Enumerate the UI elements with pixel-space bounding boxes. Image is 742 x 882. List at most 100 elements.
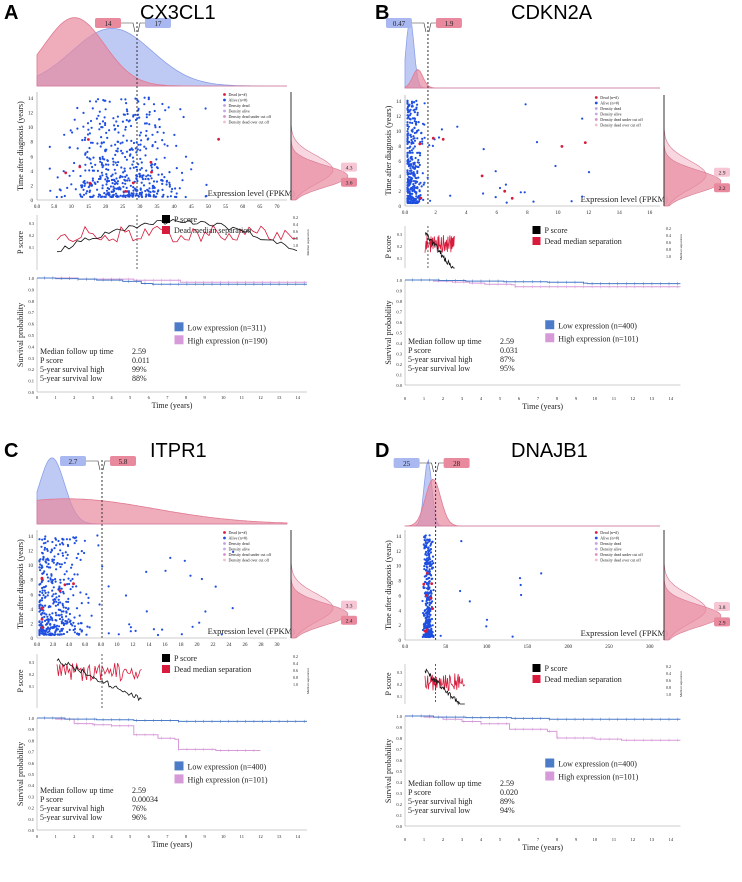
alive-point bbox=[53, 600, 56, 603]
p-tick: 0.2 bbox=[397, 682, 402, 687]
alive-point bbox=[424, 539, 427, 542]
alive-point bbox=[131, 163, 134, 166]
alive-point bbox=[432, 562, 435, 565]
p-right-tick: 0.6 bbox=[293, 229, 298, 234]
alive-point bbox=[135, 165, 138, 169]
alive-point bbox=[147, 178, 150, 181]
scatter-y-tick: 4 bbox=[399, 175, 402, 180]
alive-point bbox=[460, 540, 463, 543]
scatter-x-tick: 12 bbox=[131, 643, 137, 648]
km-legend-label: Low expression (n=400) bbox=[558, 321, 637, 330]
stat-label: 5-year survival high bbox=[408, 355, 472, 364]
alive-point bbox=[62, 632, 65, 636]
scatter-x-tick: 14 bbox=[617, 211, 623, 216]
alive-point bbox=[42, 633, 45, 636]
alive-point bbox=[57, 539, 60, 543]
alive-point bbox=[51, 595, 54, 598]
alive-point bbox=[50, 549, 54, 552]
scatter-x-tick: 20 bbox=[195, 643, 201, 648]
alive-point bbox=[429, 594, 432, 597]
alive-point bbox=[406, 117, 409, 120]
alive-point bbox=[124, 175, 127, 178]
alive-point bbox=[161, 182, 164, 185]
alive-point bbox=[122, 113, 125, 116]
alive-point bbox=[110, 178, 113, 182]
alive-point bbox=[103, 158, 106, 161]
scatter-x-tick: 10 bbox=[115, 643, 121, 648]
alive-point bbox=[109, 185, 112, 188]
alive-point bbox=[134, 629, 137, 632]
km-y-tick: 0.6 bbox=[396, 758, 402, 763]
alive-point bbox=[121, 152, 124, 155]
km-x-label: Time (years) bbox=[152, 840, 193, 849]
km-x-tick: 13 bbox=[650, 396, 655, 401]
alive-point bbox=[421, 142, 424, 145]
alive-point bbox=[128, 154, 131, 157]
alive-point bbox=[41, 611, 44, 615]
alive-point bbox=[145, 113, 148, 116]
alive-point bbox=[152, 195, 155, 198]
alive-point bbox=[95, 100, 98, 103]
km-x-tick: 1 bbox=[54, 834, 56, 839]
alive-point bbox=[55, 544, 58, 547]
alive-point bbox=[409, 108, 412, 111]
dead-point bbox=[150, 170, 153, 174]
alive-point bbox=[47, 618, 50, 621]
alive-point bbox=[84, 163, 87, 166]
alive-point bbox=[410, 163, 413, 166]
scatter-x-tick: 0.0 bbox=[34, 643, 41, 648]
alive-point bbox=[423, 558, 426, 561]
dead-point bbox=[149, 160, 153, 164]
km-y-tick: 0.8 bbox=[396, 299, 402, 304]
density-label-box bbox=[714, 183, 730, 193]
p-right-tick: 0.8 bbox=[293, 675, 298, 680]
alive-point bbox=[81, 139, 84, 142]
density-right: 4.3 3.6 bbox=[290, 92, 357, 201]
alive-point bbox=[137, 194, 140, 197]
density-label: 2.9 bbox=[719, 620, 726, 626]
alive-point bbox=[140, 192, 143, 195]
alive-point bbox=[69, 588, 72, 591]
alive-point bbox=[75, 607, 79, 610]
alive-point bbox=[54, 625, 57, 628]
km-legend-label: High expression (n=101) bbox=[188, 775, 268, 784]
alive-point bbox=[415, 123, 418, 126]
p-score-plot: P score 0.3 0.2 0.1 P score Dead median separ… bbox=[384, 226, 683, 269]
alive-point bbox=[112, 117, 115, 120]
stat-label: 5-year survival high bbox=[408, 797, 472, 806]
p-right-tick: 1.0 bbox=[666, 254, 671, 259]
alive-point bbox=[134, 194, 137, 197]
scatter-legend-label: Density dead under cut off bbox=[600, 552, 643, 557]
alive-point bbox=[69, 129, 72, 132]
dead-point bbox=[87, 138, 90, 141]
alive-point bbox=[82, 188, 85, 191]
alive-point bbox=[411, 185, 415, 188]
alive-point bbox=[175, 195, 178, 199]
alive-point bbox=[151, 133, 154, 136]
alive-point bbox=[204, 610, 207, 613]
alive-point bbox=[104, 122, 107, 125]
alive-point bbox=[214, 585, 217, 588]
alive-point bbox=[428, 629, 431, 632]
density-label-box bbox=[341, 615, 357, 625]
alive-point bbox=[79, 193, 82, 196]
dead-point bbox=[63, 583, 67, 587]
alive-point bbox=[49, 622, 52, 626]
alive-point bbox=[427, 610, 430, 613]
alive-point bbox=[68, 582, 71, 586]
alive-point bbox=[147, 174, 150, 177]
alive-point bbox=[60, 610, 63, 613]
alive-point bbox=[581, 195, 584, 198]
km-x-tick: 7 bbox=[166, 834, 169, 839]
alive-point bbox=[148, 113, 151, 116]
p-right-tick: 0.8 bbox=[293, 236, 298, 241]
alive-point bbox=[62, 538, 65, 541]
alive-point bbox=[406, 151, 409, 154]
alive-point bbox=[98, 110, 101, 113]
km-y-tick: 0.0 bbox=[396, 824, 402, 829]
alive-point bbox=[535, 141, 539, 144]
km-x-tick: 3 bbox=[461, 837, 464, 842]
alive-point bbox=[79, 591, 82, 594]
alive-point bbox=[43, 589, 46, 592]
